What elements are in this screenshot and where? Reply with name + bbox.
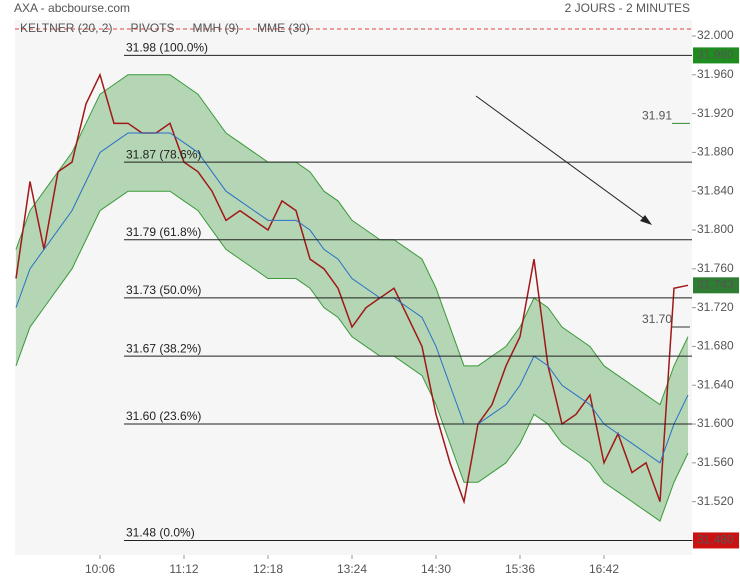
price-marker (693, 532, 739, 549)
price-marker (693, 47, 739, 64)
y-tick-label: 31.840 (697, 183, 734, 197)
fib-label: 31.73 (50.0%) (126, 283, 201, 297)
price-marker-label: 31.480 (697, 533, 734, 547)
y-tick-label: 31.800 (697, 222, 734, 236)
price-marker (693, 277, 739, 294)
fib-label: 31.67 (38.2%) (126, 341, 201, 355)
keltner-lower (15, 190, 689, 522)
chart-subtitle: 2 JOURS - 2 MINUTES (565, 1, 690, 15)
trend-arrow (475, 95, 647, 221)
fib-label: 31.87 (78.6%) (126, 147, 201, 161)
keltner-upper (15, 74, 689, 406)
x-tick-label: 13:24 (337, 562, 367, 576)
x-tick-label: 14:30 (421, 562, 451, 576)
arrow-head (640, 215, 652, 225)
legend-entry: PIVOTS (130, 21, 174, 35)
y-tick-label: 31.880 (697, 145, 734, 159)
y-tick-label: 31.520 (697, 494, 734, 508)
x-tick-label: 16:42 (589, 562, 619, 576)
annotation-label: 31.70 (642, 312, 672, 326)
legend-entry: MMH (9) (193, 21, 240, 35)
series-line (15, 132, 689, 464)
fib-levels: 31.98 (100.0%) 31.87 (78.6%) 31.79 (61.8%)… (124, 41, 692, 541)
legend-entry: KELTNER (20, 2) (20, 21, 112, 35)
price-marker-label: 31.980 (697, 48, 734, 62)
fib-label: 31.79 (61.8%) (126, 225, 201, 239)
plot-area (15, 20, 692, 555)
chart-title: AXA - abcbourse.com (14, 1, 130, 15)
fib-label: 31.60 (23.6%) (126, 409, 201, 423)
y-tick-label: 32.000 (697, 28, 734, 42)
legend-entry: MME (30) (257, 21, 310, 35)
x-tick-label: 10:06 (85, 562, 115, 576)
y-tick-label: 31.760 (697, 261, 734, 275)
y-tick-label: 31.640 (697, 377, 734, 391)
fib-label: 31.98 (100.0%) (126, 41, 208, 55)
series-line (15, 72, 689, 505)
x-tick-label: 11:12 (169, 562, 198, 576)
y-tick-label: 31.720 (697, 300, 734, 314)
y-tick-label: 31.560 (697, 455, 734, 469)
x-tick-label: 15:36 (505, 562, 535, 576)
y-tick-label: 31.920 (697, 106, 734, 120)
price-marker-label: 31.743 (697, 277, 734, 291)
x-tick-label: 12:18 (253, 562, 283, 576)
annotation-label: 31.91 (642, 108, 672, 122)
y-tick-label: 31.680 (697, 339, 734, 353)
y-tick-label: 31.600 (697, 416, 734, 430)
fib-label: 31.48 (0.0%) (126, 526, 195, 540)
y-tick-label: 31.960 (697, 67, 734, 81)
